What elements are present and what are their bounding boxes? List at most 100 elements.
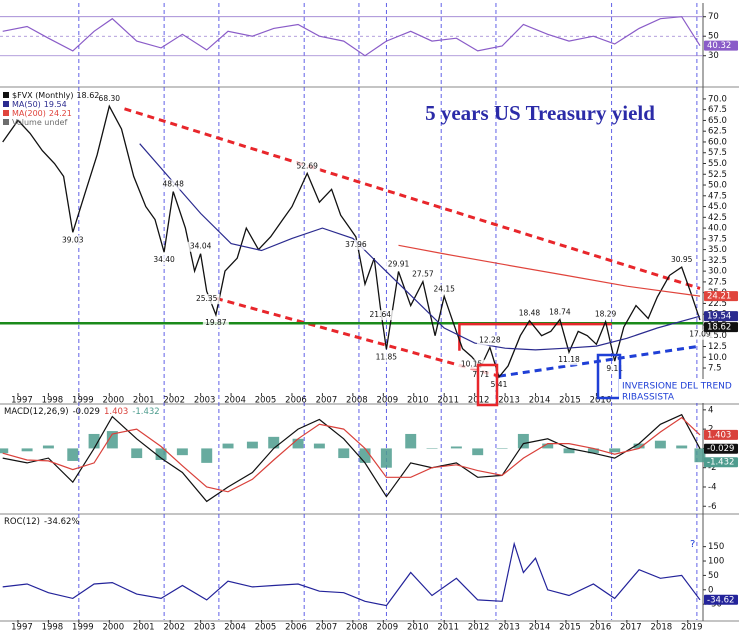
legend-entry: MA(50) 19.54: [12, 100, 67, 109]
legend-name: Volume undef: [12, 118, 67, 127]
x-tick-label: 1998: [42, 623, 64, 633]
annotation: 9.11: [606, 364, 623, 373]
last-value-label: -1.432: [707, 458, 734, 468]
x-tick-label: 2017: [620, 623, 642, 633]
y-tick-label: 15.0: [708, 331, 727, 341]
legend-value: 19.54: [44, 100, 67, 109]
annotation: 37.96: [345, 240, 367, 249]
y-tick-label: 45.0: [708, 202, 727, 212]
x-tick-label: 2002: [163, 396, 185, 406]
x-tick-label: 2003: [194, 623, 216, 633]
x-tick-label: 2004: [224, 396, 246, 406]
x-tick-label: 2009: [376, 396, 398, 406]
histogram-bar: [542, 443, 554, 449]
x-tick-label: 2012: [468, 623, 490, 633]
x-tick-label: 1997: [11, 623, 33, 633]
annotation-bg: [546, 307, 573, 318]
annotation: 11.18: [558, 355, 580, 364]
x-tick-label: 2007: [316, 396, 338, 406]
annotation: 48.48: [162, 180, 184, 189]
x-tick-label: 2013: [498, 623, 520, 633]
legend-swatch: [3, 101, 9, 107]
x-tick-label: 2014: [529, 623, 551, 633]
histogram-bar: [563, 448, 575, 454]
histogram-bar: [42, 445, 54, 449]
x-tick-label: 2005: [255, 623, 277, 633]
y-tick-label: 42.5: [708, 213, 727, 223]
annotation: 18.29: [595, 310, 617, 319]
histogram-bar: [609, 448, 621, 453]
x-tick-label: 2004: [224, 623, 246, 633]
data-line: [2, 16, 701, 57]
last-value-label: 1.403: [707, 430, 731, 440]
y-tick-label: 7.5: [708, 364, 722, 374]
annotation: 18.48: [519, 309, 541, 318]
annotation: 18.74: [549, 308, 571, 317]
annotation-bg: [686, 329, 713, 340]
x-tick-label: 2010: [407, 396, 429, 406]
last-value-box: [704, 40, 738, 51]
histogram-bar: [201, 448, 213, 463]
annotation: 29.91: [388, 260, 410, 269]
histogram-bar: [222, 443, 234, 449]
histogram-bar: [517, 433, 529, 449]
y-tick-label: 10.0: [708, 353, 727, 363]
last-value-label: 18.62: [707, 323, 731, 333]
histogram-bar: [694, 448, 706, 463]
annotation: 17.09: [689, 330, 711, 339]
note-text: ?: [690, 539, 695, 550]
histogram-bar: [313, 443, 325, 449]
y-tick-label: 40.0: [708, 224, 727, 234]
y-tick-label: 50.0: [708, 181, 727, 191]
y-tick-label: 67.5: [708, 105, 727, 115]
x-tick-label: 2016: [590, 623, 612, 633]
annotation: 34.40: [153, 255, 175, 264]
histogram-bar: [131, 448, 143, 459]
annotation: 12.28: [479, 335, 501, 344]
legend-value: 18.62: [76, 91, 99, 100]
y-tick-label: -6: [708, 502, 716, 512]
annotation-bg: [151, 255, 178, 266]
histogram-bar: [587, 448, 599, 454]
histogram-bar: [88, 433, 100, 449]
legend-entry: MA(200) 24.21: [12, 109, 72, 118]
x-tick-label: 2019: [681, 623, 703, 633]
histogram-bar: [359, 448, 371, 463]
y-tick-label: 27.5: [708, 277, 727, 287]
x-tick-label: 2016: [590, 396, 612, 406]
annotation-bg: [668, 255, 695, 266]
y-tick-label: 50: [708, 32, 719, 42]
y-tick-label: 30: [708, 51, 719, 61]
last-value-box: [704, 594, 738, 605]
histogram-bar: [380, 448, 392, 468]
annotation: 27.57: [412, 270, 434, 279]
y-tick-label: 70: [708, 12, 719, 22]
legend-value: -1.432: [132, 407, 159, 417]
legend-value: 1.403: [104, 407, 128, 417]
annotation-bg: [431, 284, 458, 295]
last-value-box: [704, 443, 738, 454]
annotation-bg: [294, 161, 321, 172]
y-tick-label: 65.0: [708, 116, 727, 126]
y-tick-label: 4: [708, 405, 713, 415]
annotation-bg: [96, 94, 123, 105]
x-tick-label: 2011: [437, 623, 459, 633]
y-tick-label: -2: [708, 463, 716, 473]
legend-entry: MACD(12,26,9) -0.029 1.403 -1.432: [4, 407, 160, 417]
legend-swatch: [3, 110, 9, 116]
y-tick-label: 37.5: [708, 234, 727, 244]
histogram-bar: [450, 446, 462, 449]
x-tick-label: 2008: [346, 623, 368, 633]
legend-value: -34.62%: [44, 517, 79, 527]
x-tick-label: 2009: [376, 623, 398, 633]
annotation-bg: [467, 370, 494, 381]
data-line: [2, 416, 701, 493]
trend-line: [215, 296, 500, 378]
histogram-bar: [106, 431, 118, 449]
annotation-bg: [385, 259, 412, 270]
x-tick-label: 2001: [133, 396, 155, 406]
histogram-bar: [21, 448, 33, 452]
note-box: [619, 379, 737, 403]
plot-area: 30507040.327.510.012.515.017.520.022.525…: [0, 3, 739, 633]
